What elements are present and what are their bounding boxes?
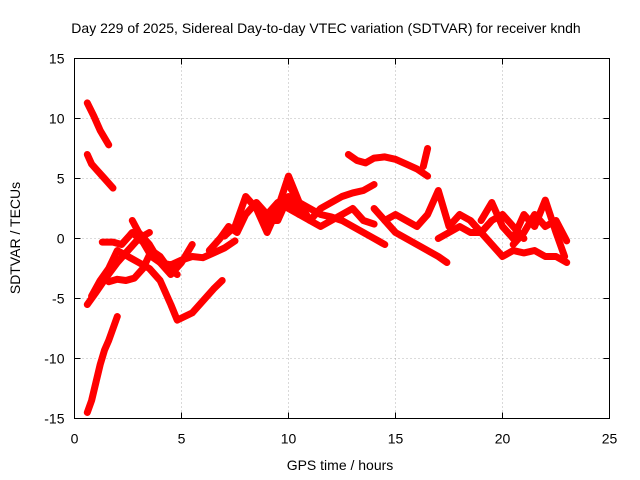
- y-tick-label: -5: [52, 291, 65, 307]
- series-line-arc8: [128, 217, 196, 278]
- series-line-arc19: [466, 217, 571, 266]
- x-axis-label: GPS time / hours: [287, 457, 394, 473]
- y-tick-label: 0: [57, 231, 65, 247]
- series-line-arc13: [285, 181, 389, 248]
- series-line-arc3: [83, 313, 121, 416]
- ticks: 0 5 10 15 20 25 -15 -10 -5 0 5 10 15: [44, 51, 617, 447]
- x-tick-label: 15: [388, 431, 404, 447]
- series-line-arc1: [83, 99, 113, 149]
- y-tick-label: 5: [57, 171, 65, 187]
- y-tick-label: 15: [49, 51, 65, 67]
- series-line-arc5: [88, 247, 226, 324]
- series-line-arc14: [344, 151, 432, 180]
- x-tick-label: 5: [178, 431, 186, 447]
- x-tick-label: 25: [602, 431, 618, 447]
- series-line-arc15: [419, 145, 432, 170]
- chart-title: Day 229 of 2025, Sidereal Day-to-day VTE…: [71, 20, 580, 36]
- y-axis-label: SDTVAR / TECUs: [7, 182, 23, 294]
- y-tick-label: 10: [49, 111, 65, 127]
- series-line-arc21: [509, 211, 571, 248]
- series-line-arc2: [83, 151, 117, 192]
- grid: [74, 58, 610, 419]
- x-tick-label: 20: [495, 431, 511, 447]
- series-line-arc17: [381, 187, 485, 236]
- y-tick-label: -10: [44, 351, 64, 367]
- x-tick-label: 0: [71, 431, 79, 447]
- series-layer: [83, 99, 571, 416]
- y-tick-label: -15: [44, 411, 64, 427]
- x-tick-label: 10: [281, 431, 297, 447]
- series-line-arc12: [263, 181, 378, 230]
